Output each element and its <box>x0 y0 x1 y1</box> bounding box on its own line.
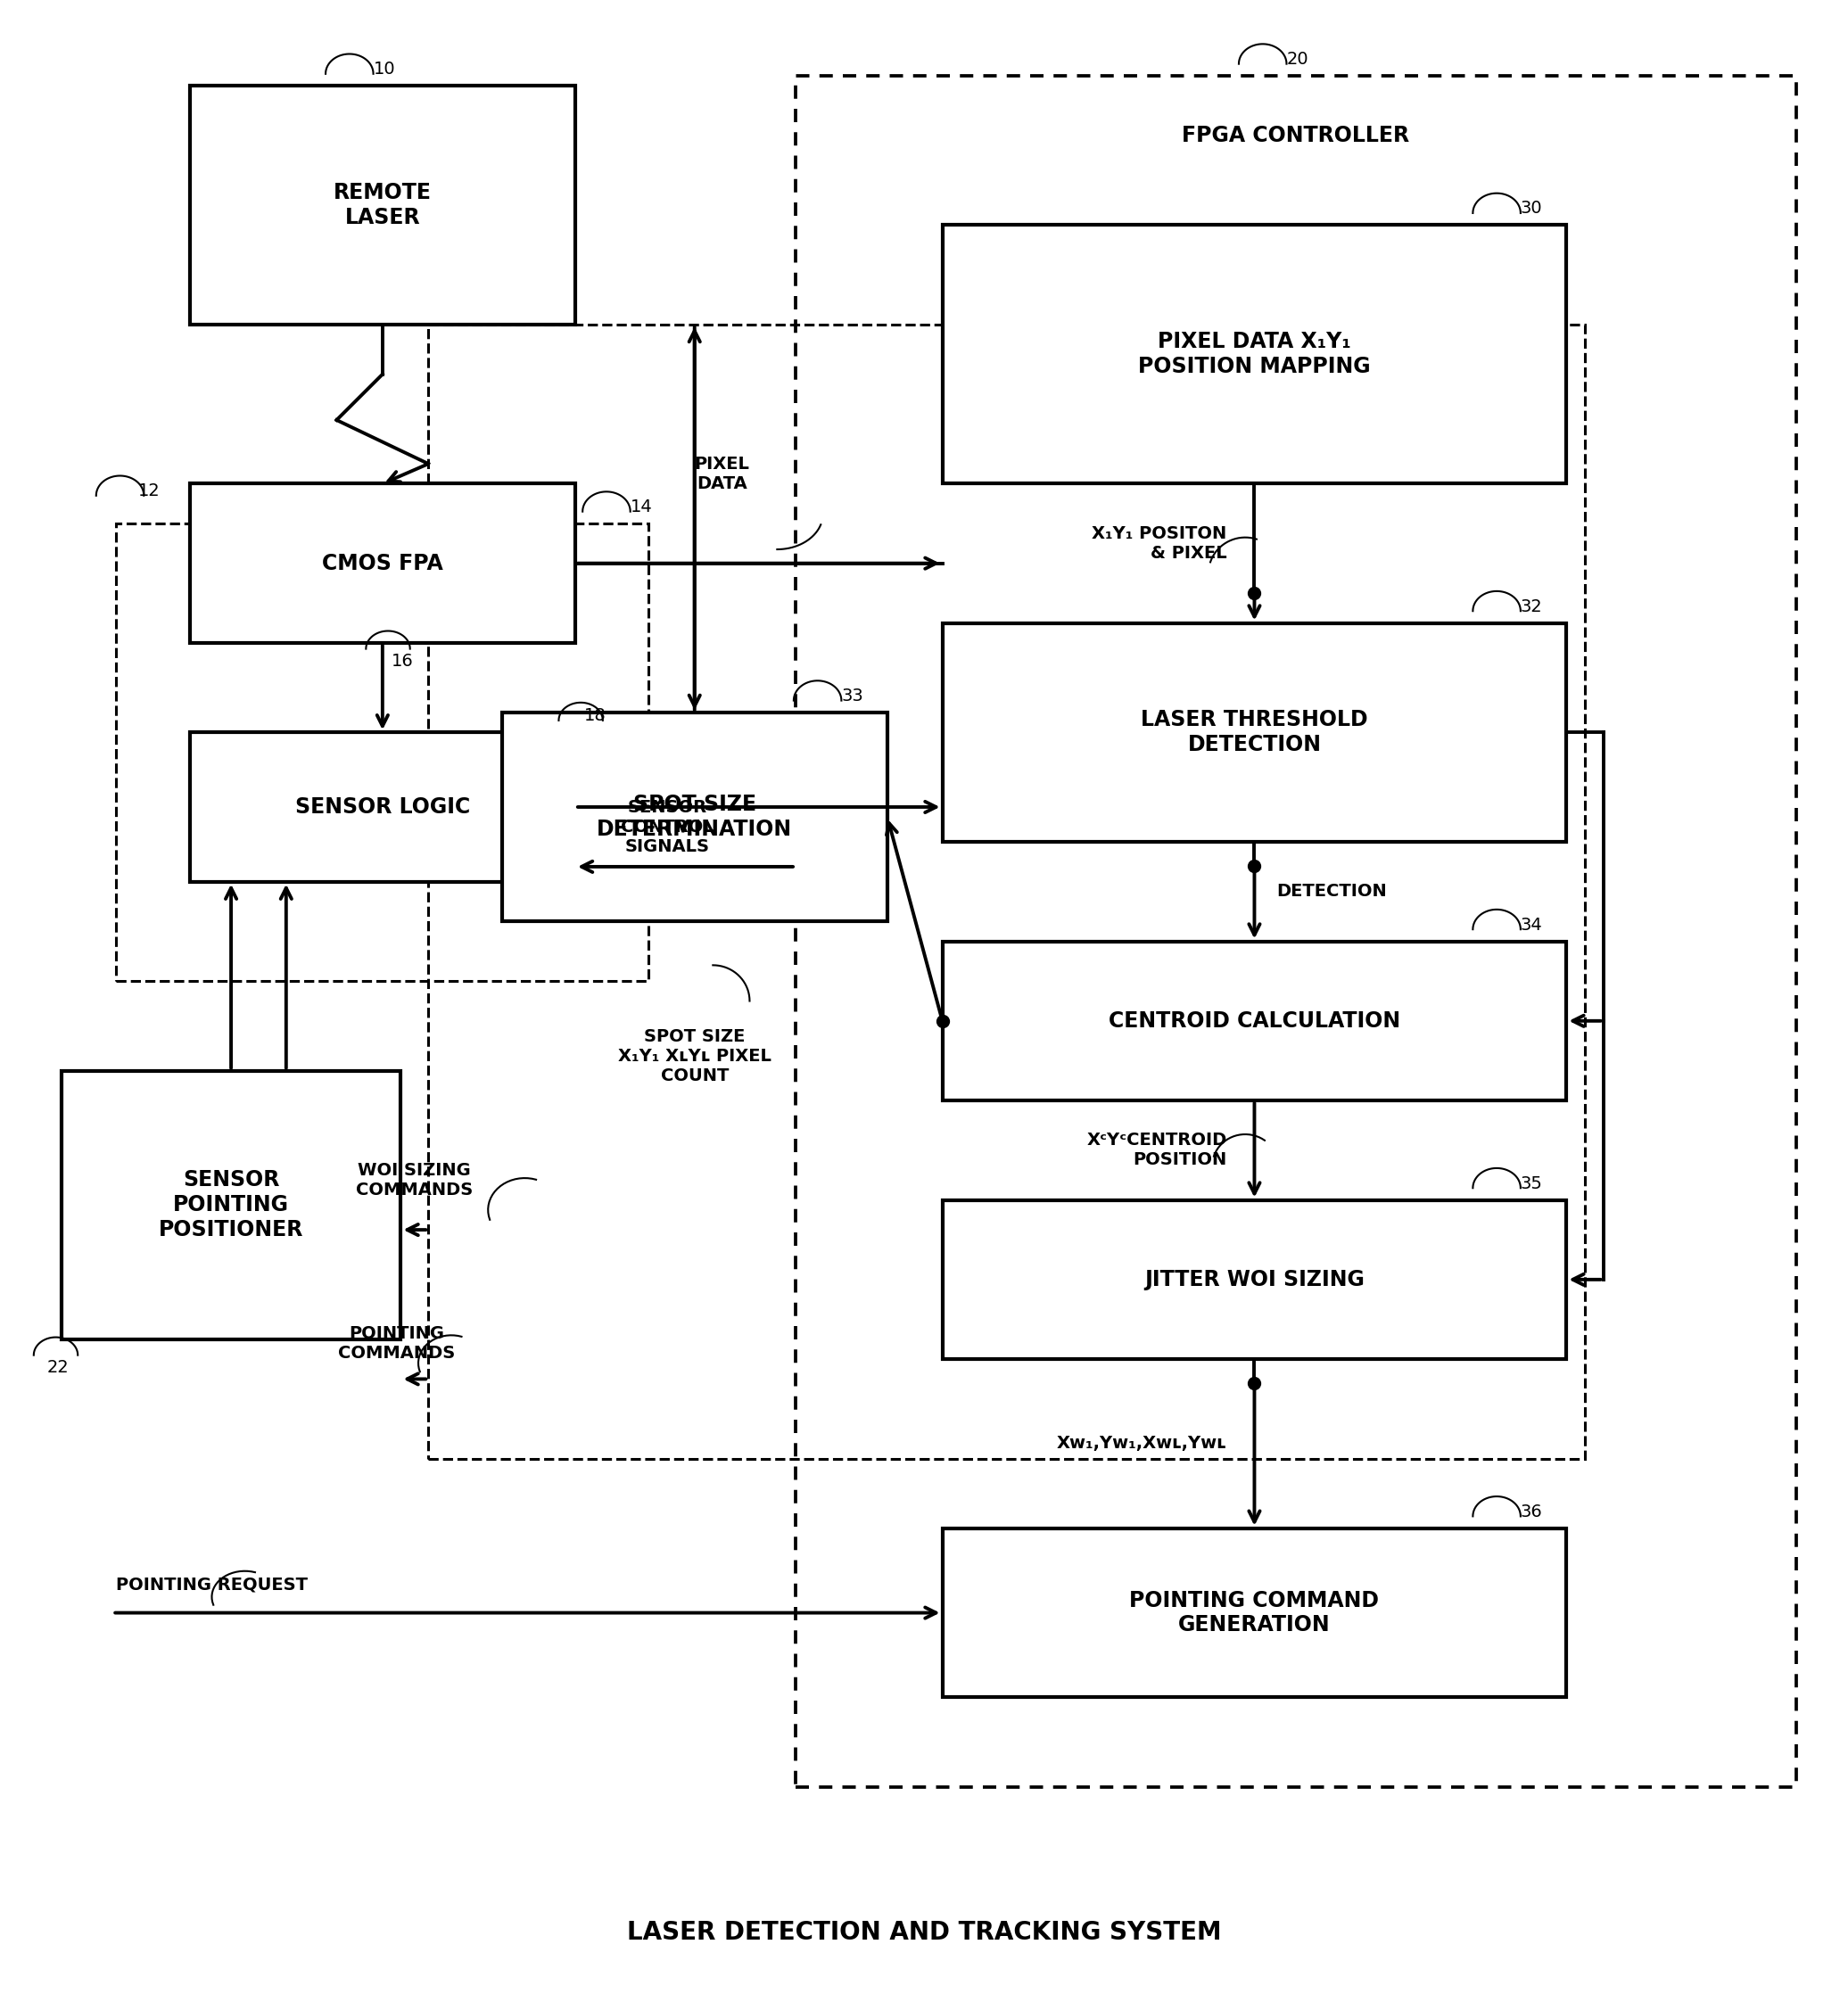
FancyBboxPatch shape <box>942 224 1567 484</box>
Text: WOI SIZING
COMMANDS: WOI SIZING COMMANDS <box>357 1161 473 1199</box>
FancyBboxPatch shape <box>190 733 575 881</box>
Text: POINTING
COMMANDS: POINTING COMMANDS <box>338 1325 455 1361</box>
Text: POINTING COMMAND
GENERATION: POINTING COMMAND GENERATION <box>1129 1590 1379 1636</box>
FancyBboxPatch shape <box>190 484 575 643</box>
Text: 20: 20 <box>1286 50 1308 68</box>
Text: POINTING REQUEST: POINTING REQUEST <box>116 1576 309 1594</box>
Text: PIXEL
DATA: PIXEL DATA <box>695 456 750 492</box>
Text: 34: 34 <box>1521 917 1543 933</box>
Text: REMOTE
LASER: REMOTE LASER <box>333 182 432 228</box>
Text: 33: 33 <box>841 687 863 705</box>
Text: 12: 12 <box>139 482 161 500</box>
Text: SPOT SIZE
X₁Y₁ XʟYʟ PIXEL
COUNT: SPOT SIZE X₁Y₁ XʟYʟ PIXEL COUNT <box>617 1029 771 1085</box>
Text: 16: 16 <box>392 653 414 671</box>
Text: CENTROID CALCULATION: CENTROID CALCULATION <box>1109 1011 1401 1031</box>
Text: SENSOR
POINTING
POSITIONER: SENSOR POINTING POSITIONER <box>159 1169 303 1241</box>
FancyBboxPatch shape <box>190 86 575 324</box>
Text: LASER DETECTION AND TRACKING SYSTEM: LASER DETECTION AND TRACKING SYSTEM <box>626 1920 1222 1944</box>
FancyBboxPatch shape <box>942 623 1567 841</box>
Text: 36: 36 <box>1521 1504 1543 1520</box>
FancyBboxPatch shape <box>503 713 887 921</box>
Text: LASER THRESHOLD
DETECTION: LASER THRESHOLD DETECTION <box>1140 709 1368 755</box>
Text: 30: 30 <box>1521 200 1543 216</box>
Text: FPGA CONTROLLER: FPGA CONTROLLER <box>1183 124 1410 146</box>
FancyBboxPatch shape <box>61 1071 401 1339</box>
Text: 32: 32 <box>1521 599 1543 615</box>
FancyBboxPatch shape <box>942 1199 1567 1359</box>
FancyBboxPatch shape <box>942 941 1567 1101</box>
Text: JITTER WOI SIZING: JITTER WOI SIZING <box>1144 1269 1364 1289</box>
Text: CMOS FPA: CMOS FPA <box>322 553 444 575</box>
Text: X₁Y₁ POSITON
& PIXEL: X₁Y₁ POSITON & PIXEL <box>1092 525 1227 563</box>
Text: 18: 18 <box>584 707 606 725</box>
FancyBboxPatch shape <box>942 1528 1567 1698</box>
Text: 14: 14 <box>630 498 652 517</box>
Text: SENSOR
CONTROL
SIGNALS: SENSOR CONTROL SIGNALS <box>621 799 713 855</box>
Text: XᶜYᶜCENTROID
POSITION: XᶜYᶜCENTROID POSITION <box>1087 1131 1227 1169</box>
Text: SPOT SIZE
DETERMINATION: SPOT SIZE DETERMINATION <box>597 795 793 841</box>
Text: 10: 10 <box>373 60 395 78</box>
Text: 22: 22 <box>46 1359 68 1375</box>
Text: SENSOR LOGIC: SENSOR LOGIC <box>296 797 469 817</box>
Text: Xᴡ₁,Yᴡ₁,Xᴡʟ,Yᴡʟ: Xᴡ₁,Yᴡ₁,Xᴡʟ,Yᴡʟ <box>1057 1435 1227 1451</box>
Text: DETECTION: DETECTION <box>1277 883 1386 901</box>
Text: 35: 35 <box>1521 1175 1543 1191</box>
Text: PIXEL DATA X₁Y₁
POSITION MAPPING: PIXEL DATA X₁Y₁ POSITION MAPPING <box>1138 330 1371 378</box>
